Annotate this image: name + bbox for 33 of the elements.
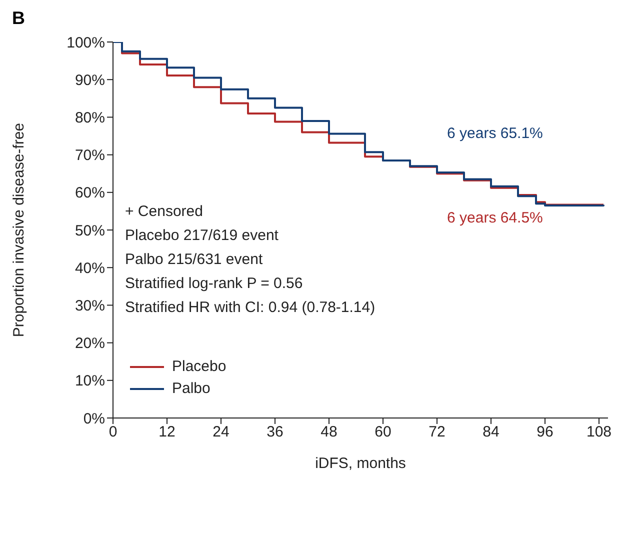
y-tick-label: 10%	[74, 372, 105, 390]
x-tick-label: 48	[320, 424, 338, 441]
annotation: Stratified HR with CI: 0.94 (0.78-1.14)	[125, 298, 376, 318]
x-tick-label: 36	[266, 424, 284, 441]
y-tick-label: 70%	[74, 147, 105, 164]
x-tick-label: 96	[536, 424, 554, 441]
x-tick-label: 24	[212, 424, 230, 441]
y-tick-label: 80%	[74, 110, 105, 127]
y-tick-label: 30%	[74, 298, 105, 315]
x-tick-label: 72	[428, 424, 446, 441]
chart-title: B	[12, 8, 25, 29]
y-tick-label: 0%	[83, 410, 105, 428]
y-axis-title: Proportion invasive disease-free	[10, 122, 28, 338]
y-tick-label: 40%	[74, 260, 105, 277]
annotation: Placebo 217/619 event	[125, 226, 280, 246]
legend-label: Palbo	[172, 379, 210, 399]
x-tick-label: 108	[586, 424, 612, 441]
x-axis-title: iDFS, months	[315, 455, 406, 472]
x-tick-label: 60	[374, 424, 392, 441]
annotation: + Censored	[125, 202, 204, 222]
y-tick-label: 60%	[74, 184, 105, 202]
y-tick-label: 20%	[74, 335, 105, 352]
annotation: Stratified log-rank P = 0.56	[125, 274, 304, 294]
y-tick-label: 100%	[66, 34, 105, 52]
x-tick-label: 12	[158, 424, 176, 441]
annotation: Palbo 215/631 event	[125, 250, 264, 270]
legend-label: Placebo	[172, 357, 226, 377]
y-tick-label: 90%	[74, 72, 105, 89]
annotation: 6 years 64.5%	[447, 209, 543, 226]
y-tick-label: 50%	[74, 222, 105, 240]
x-tick-label: 0	[108, 424, 118, 441]
x-tick-label: 84	[482, 424, 500, 441]
annotation: 6 years 65.1%	[447, 125, 543, 142]
